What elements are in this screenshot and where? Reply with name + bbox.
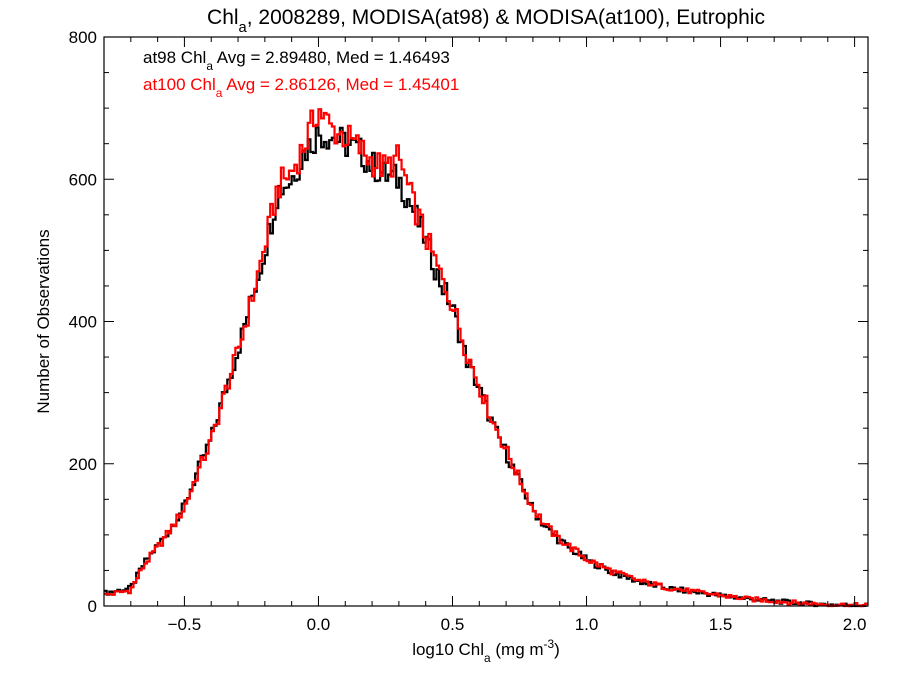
y-tick-label: 600 — [69, 170, 97, 189]
y-axis-label: Number of Observations — [34, 229, 53, 413]
y-tick-label: 200 — [69, 455, 97, 474]
plot-frame — [103, 36, 869, 607]
plot-area — [104, 108, 868, 608]
series-line-at100 — [104, 108, 868, 608]
x-tick-label: 0.5 — [441, 615, 465, 634]
chart-title: Chla, 2008289, MODISA(at98) & MODISA(at1… — [207, 6, 765, 36]
y-tick-label: 800 — [69, 28, 97, 47]
x-tick-label: 1.0 — [575, 615, 599, 634]
axes — [103, 36, 869, 607]
stats-annotation-at100: at100 Chla Avg = 2.86126, Med = 1.45401 — [143, 75, 459, 100]
series-line-at98 — [104, 126, 868, 608]
y-tick-label: 400 — [69, 313, 97, 332]
chart-text: −0.5 0.0 0.5 1.0 1.5 2.0 0 200 400 600 800 Chla, 20… — [34, 6, 866, 665]
x-tick-label: 0.0 — [307, 615, 331, 634]
x-tick-label: −0.5 — [168, 615, 202, 634]
x-axis-label: log10 Chla (mg m-3) — [412, 637, 560, 665]
y-tick-label: 0 — [88, 597, 97, 616]
x-tick-label: 1.5 — [709, 615, 733, 634]
stats-annotation-at98: at98 Chla Avg = 2.89480, Med = 1.46493 — [143, 48, 450, 73]
x-tick-label: 2.0 — [843, 615, 867, 634]
